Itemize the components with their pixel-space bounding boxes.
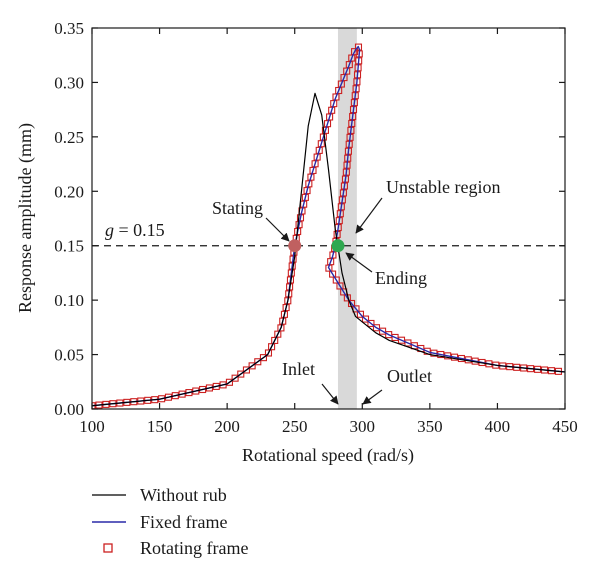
rotating-frame-marker	[329, 251, 337, 259]
rotating-frame-marker	[225, 378, 233, 386]
rotating-frame-marker	[319, 133, 327, 141]
rotating-frame-marker	[242, 366, 250, 374]
x-axis: 100 150 200 250 300 350 400 450	[79, 28, 578, 436]
rotating-frame-marker	[321, 126, 330, 134]
inlet-label: Inlet	[282, 359, 315, 379]
rotating-frame-marker	[301, 193, 309, 201]
rotating-frame-marker	[332, 276, 340, 284]
rotating-frame-marker	[248, 362, 256, 370]
x-tick-label: 250	[282, 417, 308, 436]
unstable-region-arrow	[355, 197, 383, 234]
rotating-frame-marker	[259, 354, 268, 362]
rotating-frame-marker	[330, 100, 338, 108]
series-fixed-frame	[92, 45, 565, 407]
outlet-label: Outlet	[387, 366, 432, 386]
threshold-variable: g	[105, 220, 114, 240]
end-point-marker	[331, 239, 345, 253]
legend: Without rub Fixed frame Rotating frame	[92, 485, 248, 558]
rotating-frame-marker	[356, 310, 365, 318]
outlet-arrow	[362, 389, 383, 405]
y-tick-label: 0.25	[54, 128, 84, 147]
rotating-frame-marker	[254, 358, 262, 366]
start-point-arrow	[265, 217, 290, 242]
y-tick-label: 0.05	[54, 346, 84, 365]
y-tick-label: 0.00	[54, 400, 84, 419]
y-tick-label: 0.10	[54, 291, 84, 310]
x-axis-title: Rotational speed (rad/s)	[242, 445, 414, 466]
rotating-frame-marker	[279, 317, 287, 325]
rotating-frame-marker	[329, 270, 337, 278]
end-point-arrow	[345, 252, 373, 273]
legend-swatch-rotating-frame	[103, 543, 113, 553]
rotating-frame-marker	[311, 160, 319, 168]
rotating-frame-marker	[307, 173, 315, 181]
y-tick-label: 0.15	[54, 237, 84, 256]
x-tick-label: 150	[147, 417, 173, 436]
x-tick-label: 300	[350, 417, 376, 436]
rotating-frame-marker	[336, 282, 344, 290]
end-point-label: Ending	[375, 268, 427, 288]
y-axis-title: Response amplitude (mm)	[15, 123, 36, 313]
legend-item-fixed-frame: Fixed frame	[92, 512, 227, 532]
start-point-marker	[288, 239, 302, 253]
x-tick-label: 350	[417, 417, 443, 436]
rotating-frame-marker	[282, 304, 290, 312]
x-tick-label: 400	[485, 417, 511, 436]
legend-item-without-rub: Without rub	[92, 485, 227, 505]
rotating-frame-marker	[280, 310, 288, 318]
plot-area	[91, 27, 566, 410]
legend-label-without-rub: Without rub	[140, 485, 227, 505]
rotating-frame-marker	[351, 48, 359, 56]
legend-label-rotating-frame: Rotating frame	[140, 538, 248, 558]
y-tick-label: 0.20	[54, 182, 84, 201]
plot-frame	[91, 27, 566, 410]
rotating-frame-marker	[367, 319, 375, 328]
x-tick-label: 200	[214, 417, 240, 436]
rotating-frame-marker	[354, 43, 363, 51]
x-tick-label: 100	[79, 417, 105, 436]
rotating-frame-marker	[317, 140, 325, 148]
rotating-frame-marker	[237, 370, 245, 378]
rotating-frame-marker	[345, 61, 353, 69]
y-axis: 0.00 0.05 0.10 0.15 0.20 0.25 0.30 0.35	[54, 19, 565, 419]
legend-item-rotating-frame: Rotating frame	[103, 538, 248, 558]
rotating-frame-marker	[328, 106, 336, 114]
rotating-frame-marker	[315, 146, 323, 154]
y-tick-label: 0.30	[54, 73, 84, 92]
threshold-label: g = 0.15	[105, 220, 165, 240]
series-without-rub	[92, 92, 565, 407]
x-tick-label: 450	[552, 417, 578, 436]
rotating-frame-marker	[277, 324, 285, 332]
threshold-value: = 0.15	[114, 220, 165, 240]
rotating-frame-marker	[326, 113, 334, 121]
unstable-region-label: Unstable region	[386, 177, 500, 197]
legend-label-fixed-frame: Fixed frame	[140, 512, 227, 532]
rotating-frame-marker	[309, 166, 317, 175]
rotating-frame-marker	[313, 153, 321, 161]
rotating-frame-marker	[305, 180, 313, 188]
start-point-label: Stating	[212, 198, 263, 218]
inlet-arrow	[321, 383, 339, 405]
rotating-frame-marker	[361, 315, 370, 323]
rotating-frame-marker	[303, 187, 311, 195]
rotating-frame-marker	[231, 374, 239, 382]
y-tick-label: 0.35	[54, 19, 84, 38]
rotating-frame-marker	[323, 120, 332, 128]
